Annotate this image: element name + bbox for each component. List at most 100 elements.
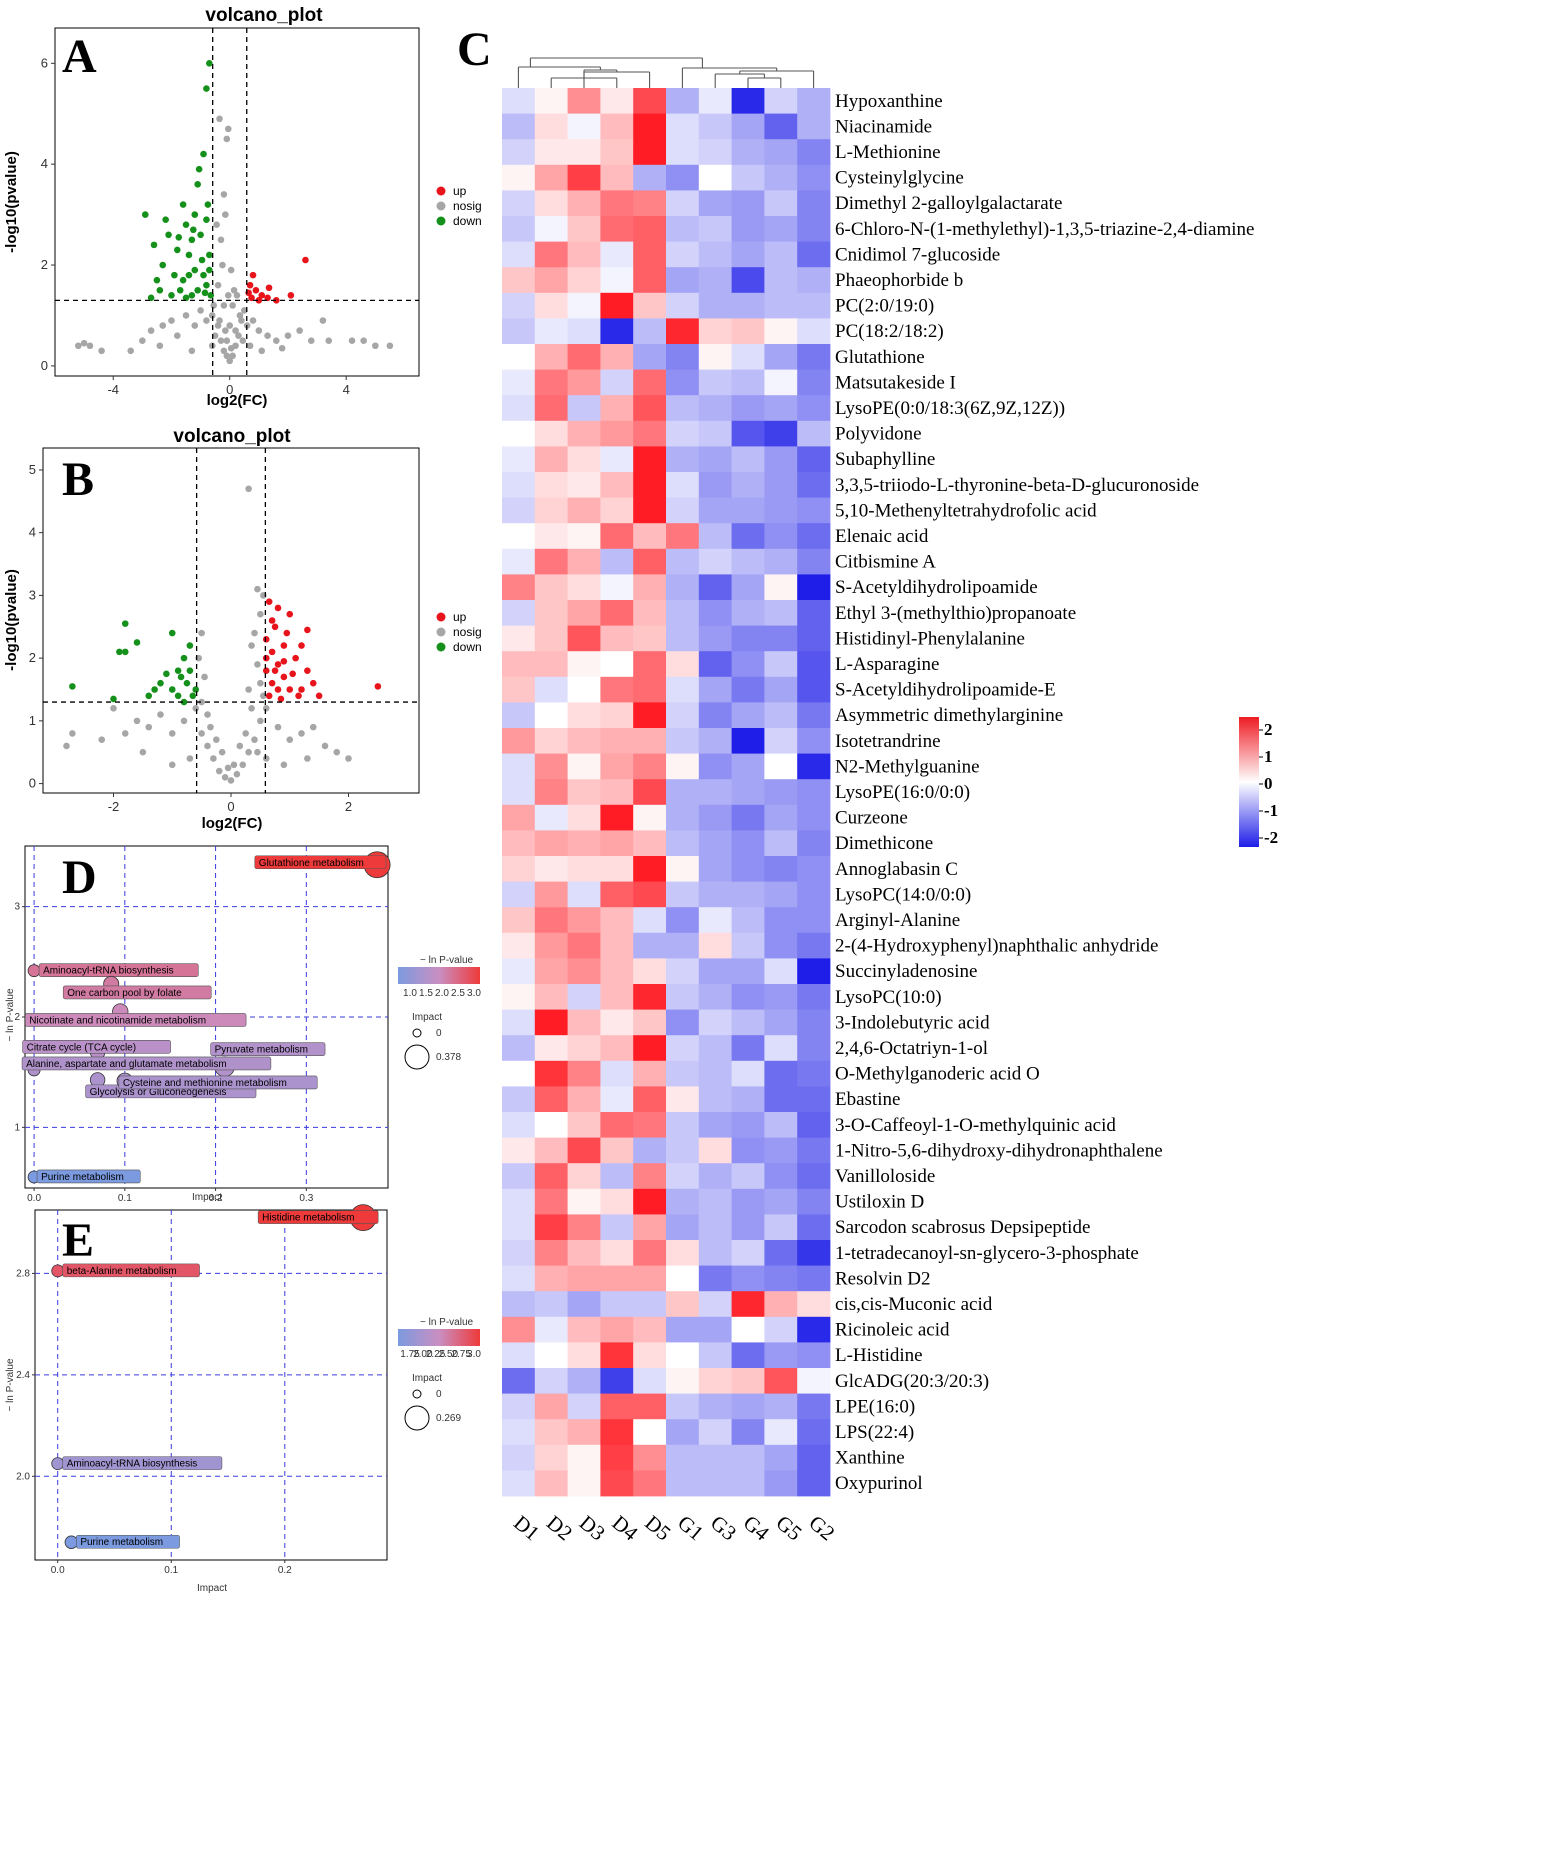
point-nosig [74, 342, 82, 350]
point-down [203, 281, 210, 289]
heatmap-cell [731, 676, 765, 703]
panel-e-size-large [404, 1405, 430, 1431]
heatmap-cell [666, 318, 700, 345]
point-nosig [110, 705, 117, 712]
heatmap-cell [764, 1291, 798, 1318]
point-down [203, 85, 210, 92]
heatmap-cell [698, 958, 732, 985]
metabolite-label: Niacinamide [835, 116, 932, 137]
colorbar-tick-label: 1.5 [419, 988, 433, 999]
metabolite-label: 2,4,6-Octatriyn-1-ol [835, 1038, 988, 1059]
point-up [298, 686, 305, 693]
x-tick-label: 0.2 [278, 1565, 292, 1576]
heatmap-cell [534, 600, 568, 626]
heatmap-cell [698, 1214, 732, 1241]
heatmap-cell [534, 216, 568, 242]
metabolite-label: Vanilloloside [835, 1166, 935, 1187]
heatmap-cell [764, 907, 798, 934]
heatmap-cell [797, 1137, 831, 1164]
heatmap-cell [633, 1086, 667, 1113]
heatmap-cell [534, 676, 568, 703]
point-nosig [208, 312, 216, 319]
heatmap-cell [698, 344, 732, 370]
heatmap-cell [502, 88, 536, 114]
point-nosig [254, 748, 261, 756]
heatmap-cell [666, 1240, 700, 1266]
metabolite-label: LPE(16:0) [835, 1396, 915, 1417]
point-down [110, 695, 117, 703]
heatmap-cell [534, 446, 568, 473]
point-nosig [213, 736, 220, 743]
heatmap-cell [698, 1444, 732, 1471]
metabolite-label: LysoPE(16:0/0:0) [835, 782, 970, 803]
colorbar-tick-label: 1.75 [400, 1349, 420, 1360]
heatmap-cell [731, 446, 765, 473]
heatmap-cell [698, 625, 732, 652]
metabolite-label: GlcADG(20:3/20:3) [835, 1371, 989, 1392]
heatmap-cell [698, 420, 732, 447]
heatmap-cell [534, 318, 568, 345]
heatmap-cell [567, 420, 601, 447]
heatmap-cell [731, 804, 765, 831]
panel-a-points [55, 28, 419, 376]
heatmap-cell [698, 702, 732, 729]
sample-label: G3 [706, 1510, 741, 1545]
point-nosig [168, 730, 176, 737]
heatmap-cell [764, 1163, 798, 1190]
heatmap-cell [567, 395, 601, 422]
heatmap-cell [502, 497, 536, 524]
metabolite-label: L-Histidine [835, 1345, 923, 1366]
heatmap-cell [534, 728, 568, 754]
heatmap-cell [600, 907, 634, 934]
point-nosig [210, 755, 217, 762]
panel-e-letter: E [62, 1214, 94, 1267]
heatmap-cells [502, 88, 831, 1497]
heatmap-cell [666, 907, 700, 934]
point-nosig [201, 673, 208, 681]
heatmap-cell [502, 1265, 536, 1292]
heatmap-cell [567, 369, 601, 396]
point-down [150, 241, 158, 249]
point-nosig [223, 337, 231, 344]
heatmap-cell [534, 856, 568, 882]
heatmap-cell [534, 241, 568, 268]
heatmap-cell [600, 344, 634, 370]
heatmap-cell [764, 369, 798, 396]
panel-b-xlabel: log2(FC) [202, 815, 263, 832]
metabolite-label: 1-tetradecanoyl-sn-glycero-3-phosphate [835, 1243, 1139, 1264]
heatmap-cell [567, 1163, 601, 1190]
heatmap-cell [797, 1444, 831, 1471]
panel-b-points [43, 448, 419, 793]
point-up [274, 686, 282, 693]
metabolite-label: PC(18:2/18:2) [835, 321, 944, 342]
heatmap-cell [666, 292, 700, 319]
colorbar-tick-label: 3.0 [467, 1349, 481, 1360]
heatmap-cell [633, 1393, 667, 1420]
point-nosig [98, 736, 106, 743]
heatmap-cell [567, 1316, 601, 1343]
point-nosig [257, 679, 264, 687]
pathway-label: Aminoacyl-tRNA biosynthesis [43, 966, 174, 977]
heatmap-cell [502, 1214, 536, 1241]
heatmap-cell [600, 779, 634, 806]
point-nosig [211, 332, 219, 339]
x-tick-label: 0.0 [27, 1193, 41, 1204]
point-nosig [232, 327, 239, 334]
heatmap-cell [797, 1368, 831, 1394]
sample-label: D4 [608, 1510, 643, 1545]
point-down [200, 271, 207, 279]
heatmap-cell [600, 190, 634, 217]
heatmap-cell [633, 651, 667, 678]
heatmap-cell [600, 651, 634, 678]
heatmap-cell [797, 241, 831, 268]
heatmap-cell [502, 1470, 536, 1497]
heatmap-cell [534, 1086, 568, 1113]
heatmap-cell [666, 164, 700, 191]
panel-b-axes: -2 0 2 0 1 2 3 4 5 [29, 462, 352, 814]
metabolite-label: Ustiloxin D [835, 1192, 924, 1213]
heatmap-cell [633, 1240, 667, 1266]
colorbar-tick-label: 0 [1264, 774, 1273, 793]
heatmap-cell [698, 1188, 732, 1215]
heatmap-cell [567, 856, 601, 882]
point-up [304, 667, 311, 674]
